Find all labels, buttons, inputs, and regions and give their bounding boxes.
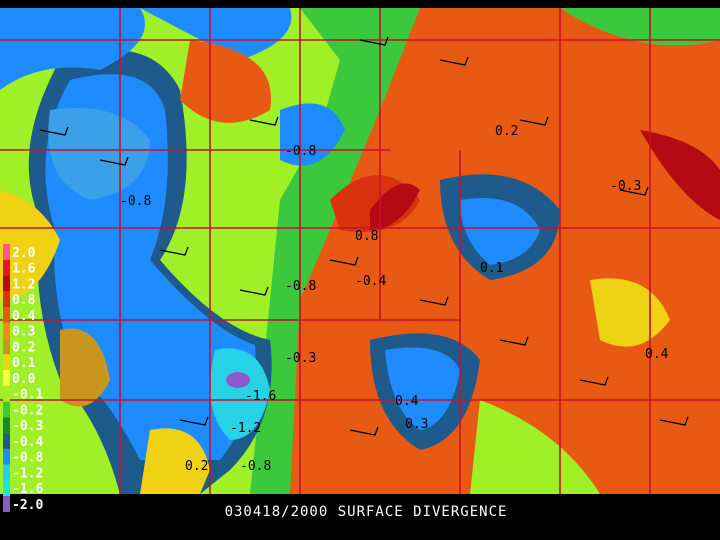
legend-swatch (3, 259, 10, 276)
contour-label: -0.8 (120, 194, 151, 209)
legend-swatch (3, 401, 10, 418)
legend-swatch (3, 291, 10, 308)
contour-label: 0.2 (185, 459, 208, 474)
legend: 2.01.61.20.80.40.30.20.10.0-0.1-0.2-0.3-… (3, 244, 43, 513)
contour-label: -1.6 (245, 389, 276, 404)
legend-label: -0.3 (12, 419, 43, 434)
legend-swatch (3, 307, 10, 323)
legend-swatch (3, 322, 10, 339)
legend-swatch (3, 385, 10, 402)
contour-label: 0.3 (405, 417, 428, 432)
legend-label: 0.8 (12, 293, 36, 308)
legend-swatch (3, 244, 10, 260)
legend-swatch (3, 464, 10, 481)
legend-label: 1.6 (12, 262, 36, 277)
legend-label: 0.0 (12, 372, 36, 387)
legend-swatch (3, 354, 10, 371)
legend-swatch (3, 433, 10, 449)
wind-barbs (39, 36, 689, 436)
contour-label: -0.8 (285, 279, 316, 294)
contour-label: -0.8 (285, 144, 316, 159)
legend-swatch (3, 338, 10, 355)
divergence-field (0, 8, 720, 494)
legend-label: -0.8 (12, 451, 43, 466)
contour-label: 0.4 (645, 347, 669, 362)
legend-label: -2.0 (12, 498, 43, 513)
contour-label: -0.3 (610, 179, 641, 194)
legend-swatch (3, 417, 10, 434)
legend-label: 2.0 (12, 246, 36, 261)
legend-label: -1.6 (12, 482, 43, 497)
legend-swatch (3, 496, 10, 512)
legend-label: 0.3 (12, 325, 35, 340)
legend-label: -0.1 (12, 388, 43, 403)
contour-label: 0.2 (495, 124, 518, 139)
contour-label: -0.8 (240, 459, 271, 474)
legend-label: 0.4 (12, 309, 36, 324)
legend-swatch (3, 370, 10, 386)
contour-label: -1.2 (230, 421, 261, 436)
legend-label: 1.2 (12, 277, 35, 292)
legend-label: 0.1 (12, 356, 36, 371)
contour-label: 0.4 (395, 394, 419, 409)
legend-swatch (3, 448, 10, 465)
legend-label: 0.2 (12, 340, 35, 355)
contour-label: 0.1 (480, 261, 503, 276)
title: 030418/2000 SURFACE DIVERGENCE (225, 504, 508, 520)
contour-label: -0.4 (355, 274, 386, 289)
legend-label: -0.4 (12, 435, 43, 450)
legend-swatch (3, 275, 10, 292)
legend-label: -1.2 (12, 466, 43, 481)
contour-label: 0.8 (355, 229, 378, 244)
legend-label: -0.2 (12, 403, 43, 418)
map-labels: -0.8 -0.8 -0.8 0.8 -0.4 -1.6 -1.2 -0.8 0… (120, 124, 669, 474)
legend-swatch (3, 480, 10, 497)
contour-label: -0.3 (285, 351, 316, 366)
